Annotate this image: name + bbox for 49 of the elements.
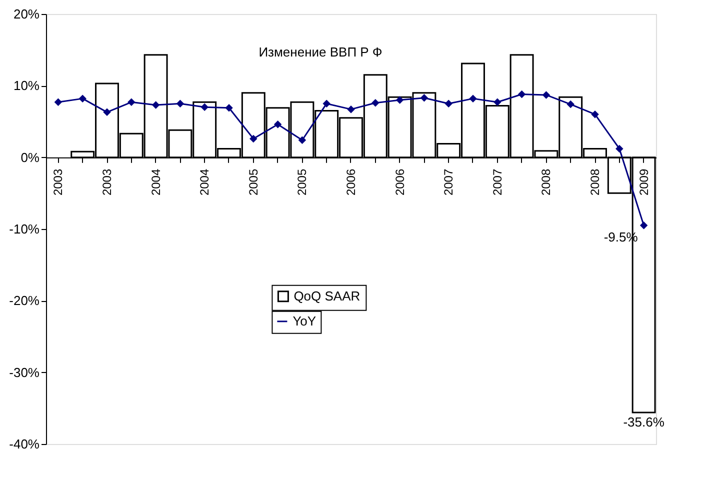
y-tick-label: -30%: [9, 364, 40, 380]
point: [396, 96, 404, 104]
point: [616, 144, 624, 153]
point: [494, 98, 502, 106]
point: [347, 105, 355, 114]
x-tick-label: 2005: [246, 168, 260, 196]
point: [372, 98, 380, 107]
legend-label: YoY: [292, 313, 316, 328]
x-tick-label: 2004: [148, 168, 163, 196]
point: [152, 101, 160, 109]
y-tick-label: -40%: [9, 436, 40, 452]
point: [444, 100, 452, 108]
point: [200, 103, 208, 112]
point: [469, 94, 477, 102]
y-tick-label: 20%: [13, 6, 40, 22]
x-tick-label: 2009: [636, 168, 651, 196]
x-tick-label: 2006: [344, 168, 358, 196]
y-tick-label: 0%: [20, 150, 40, 165]
x-tick-label: 2008: [588, 168, 602, 196]
x-tick-label: 2007: [490, 168, 504, 196]
point: [225, 104, 233, 112]
point: [176, 100, 184, 108]
y-tick-label: -10%: [9, 222, 40, 236]
point: [566, 100, 574, 108]
x-tick-label: 2003: [100, 168, 114, 196]
point: [518, 90, 526, 98]
point: [640, 222, 648, 230]
x-tick-label: 2007: [442, 168, 456, 196]
x-tick-label: 2004: [198, 168, 212, 196]
point: [250, 134, 258, 143]
x-tick-label: 2006: [392, 168, 407, 196]
legend-label: QoQ SAAR: [294, 288, 360, 304]
y-tick-label: 10%: [13, 78, 40, 94]
point: [274, 120, 282, 128]
point: [103, 108, 111, 116]
x-tick-label: 2005: [295, 168, 310, 196]
data-label: -35.6%: [623, 414, 665, 430]
point: [128, 98, 136, 106]
point: [322, 100, 330, 108]
y-tick-label: -20%: [9, 293, 40, 308]
point: [542, 91, 550, 99]
x-tick-label: 2003: [51, 168, 66, 196]
x-tick-label: 2008: [539, 168, 554, 196]
point: [54, 98, 62, 106]
text: Изменение ВВП Р Ф: [258, 44, 382, 60]
point: [420, 94, 428, 102]
point: [298, 136, 306, 144]
point: [591, 110, 599, 118]
point: [78, 94, 86, 102]
